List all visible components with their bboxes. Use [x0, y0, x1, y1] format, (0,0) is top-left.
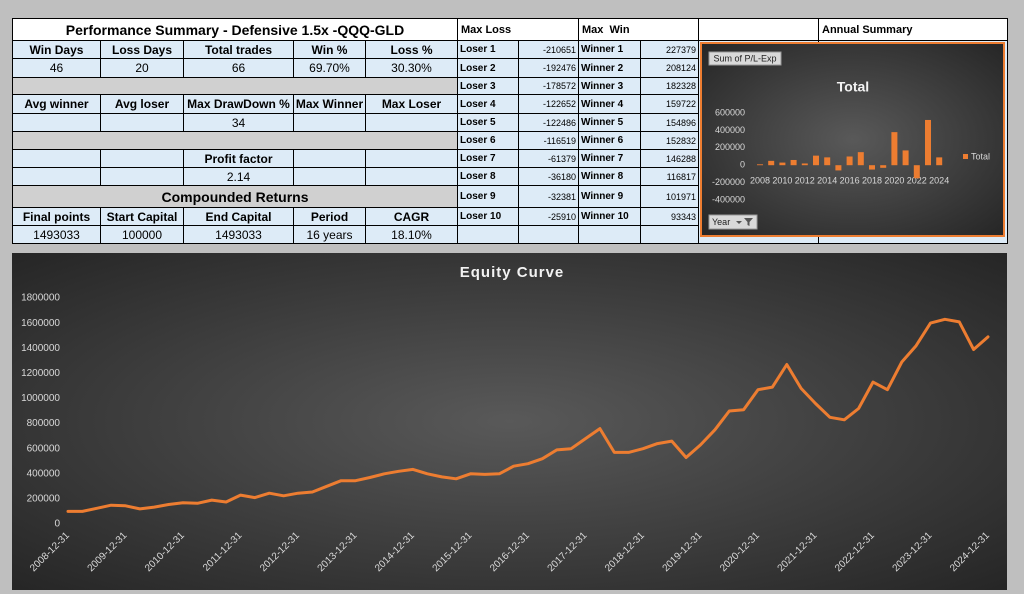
x-tick-label: 2016: [840, 175, 860, 185]
y-tick-label: 800000: [27, 418, 61, 429]
x-tick-label: 2020: [884, 175, 904, 185]
header-cell: Avg winner: [12, 94, 101, 114]
legend-label: Total: [971, 151, 990, 161]
field-button[interactable]: [708, 51, 782, 66]
value-cell: 1493033: [12, 225, 101, 244]
header-cell: Period: [293, 207, 366, 226]
bar: [869, 165, 875, 170]
y-tick-label: 600000: [27, 443, 61, 454]
bar: [880, 165, 887, 168]
bar: [757, 164, 763, 166]
equity-chart-title: Equity Curve: [460, 264, 565, 281]
y-tick-label: 200000: [27, 494, 61, 505]
bar: [902, 150, 909, 166]
bar: [824, 157, 831, 166]
summary-title: Performance Summary - Defensive 1.5x -QQ…: [12, 18, 458, 41]
y-tick-label: -400000: [712, 194, 745, 204]
header-cell: Max DrawDown %: [183, 94, 294, 114]
annual-chart-title: Total: [837, 79, 869, 95]
y-tick-label: 1200000: [21, 368, 60, 379]
x-tick-label: 2018: [862, 175, 882, 185]
y-tick-label: 1600000: [21, 318, 60, 329]
value-cell: 2.14: [183, 167, 294, 186]
bar: [891, 132, 898, 166]
header-cell: Loss Days: [100, 40, 184, 59]
filter-label[interactable]: Year: [712, 217, 730, 227]
value-cell: 18.10%: [365, 225, 458, 244]
x-tick-label: 2008: [750, 175, 770, 185]
y-tick-label: 200000: [715, 142, 745, 152]
bar: [936, 157, 943, 166]
annual-chart-area: [700, 42, 1005, 237]
bar: [813, 155, 819, 166]
y-tick-label: 1000000: [21, 393, 60, 404]
value-cell: 1493033: [183, 225, 294, 244]
bar: [790, 159, 797, 166]
bar: [925, 119, 931, 166]
y-tick-label: 1800000: [21, 293, 60, 304]
x-tick-label: 2012: [795, 175, 815, 185]
x-tick-label: 2024: [929, 175, 949, 185]
legend-swatch: [963, 154, 968, 159]
x-tick-label: 2014: [817, 175, 837, 185]
y-tick-label: -200000: [712, 177, 745, 187]
value-cell: 69.70%: [293, 58, 366, 78]
header-cell: Total trades: [183, 40, 294, 59]
y-tick-label: 400000: [27, 468, 61, 479]
filter-icon: [736, 218, 753, 226]
header-cell: Profit factor: [183, 149, 294, 168]
bar: [857, 152, 864, 166]
y-tick-label: 600000: [715, 107, 745, 117]
bar: [801, 163, 808, 166]
y-tick-label: 400000: [715, 125, 745, 135]
header-cell: Final points: [12, 207, 101, 226]
y-tick-label: 0: [740, 160, 745, 170]
bar: [913, 165, 920, 179]
y-tick-label: 0: [54, 519, 60, 530]
equity-chart-area: [12, 253, 1007, 590]
x-tick-label: 2022: [907, 175, 927, 185]
field-button-label[interactable]: Sum of P/L-Exp: [713, 53, 776, 63]
x-tick-label: 2010: [772, 175, 792, 185]
y-tick-label: 1400000: [21, 343, 60, 354]
header-cell: Avg loser: [100, 94, 184, 114]
equity-line: [66, 317, 990, 513]
bar: [779, 162, 786, 166]
bar: [835, 165, 842, 171]
table-header: Max Win: [578, 18, 699, 41]
bar: [846, 156, 853, 166]
bar: [768, 160, 775, 166]
section-title: Compounded Returns: [12, 185, 458, 208]
